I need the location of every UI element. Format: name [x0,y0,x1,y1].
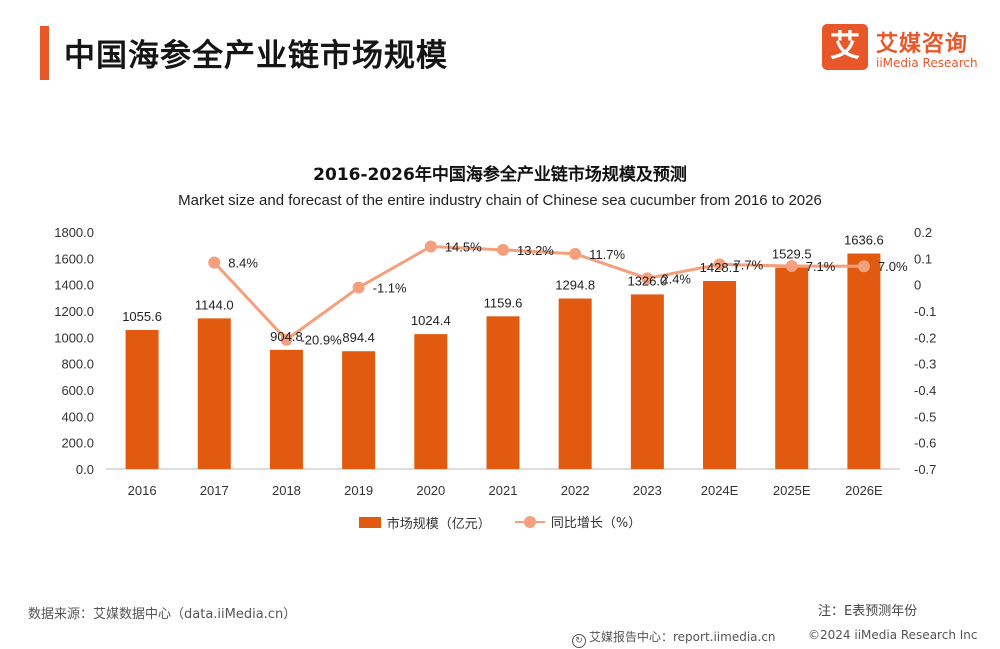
y-right-tick-label: 0.2 [914,225,932,240]
bar-value-label: 1294.8 [555,278,595,293]
bar-value-label: 904.8 [270,329,303,344]
legend-item-growth[interactable]: 同比增长（%） [514,512,642,531]
x-tick-label: 2023 [633,483,662,498]
growth-point[interactable] [857,260,870,273]
x-tick-label: 2024E [701,483,739,498]
y-left-tick-label: 1400.0 [54,278,94,293]
x-tick-label: 2019 [344,483,373,498]
legend-line-swatch [514,515,545,528]
growth-line [213,244,864,342]
growth-value-label: 2.4% [661,271,691,286]
y-left-tick-label: 200.0 [61,436,94,451]
growth-value-label: 13.2% [517,243,554,258]
growth-point[interactable] [352,281,365,294]
bar-market-size[interactable] [125,330,159,469]
bar-value-label: 1024.4 [411,313,451,328]
y-left-tick-label: 1800.0 [54,225,94,240]
bar-value-label: 1428.1 [700,260,740,275]
x-tick-label: 2026E [845,483,883,498]
y-right-tick-label: -0.6 [914,436,936,451]
y-left-tick-label: 400.0 [61,409,94,424]
report-center-text: 艾媒报告中心：report.iimedia.cn [589,630,776,644]
y-left-tick-label: 600.0 [61,383,94,398]
chart-subtitle: Market size and forecast of the entire i… [178,192,822,209]
growth-value-label: 7.0% [878,259,908,274]
bar-value-label: 1055.6 [122,309,162,324]
title-accent-bar [40,26,49,80]
chart-legend: 市场规模（亿元） 同比增长（%） [0,512,1000,532]
forecast-note: 注：E表预测年份 [818,604,918,619]
brand-logo[interactable]: 艾 艾媒咨询 iiMedia Research [822,24,992,76]
y-right-tick-label: 0 [914,278,921,293]
y-left-tick-label: 1200.0 [54,304,94,319]
bar-market-size[interactable] [847,253,881,469]
y-left-tick-label: 1600.0 [54,251,94,266]
bar-market-size[interactable] [197,318,231,469]
x-tick-label: 2020 [416,483,445,498]
growth-point[interactable] [569,247,582,260]
bar-value-label: 1529.5 [772,247,812,262]
bar-value-label: 1159.6 [484,295,523,310]
x-tick-label: 2022 [561,483,590,498]
growth-point[interactable] [713,258,726,271]
bar-market-size[interactable] [342,351,376,469]
y-right-tick-label: -0.3 [914,357,936,372]
growth-point[interactable] [280,333,293,346]
y-right-tick-label: -0.7 [914,462,936,477]
logo-mark-icon: 艾 [822,24,868,70]
bar-value-label: 894.4 [342,330,375,345]
bar-value-label: 1636.6 [844,233,884,248]
growth-value-label: -20.9% [300,333,342,348]
growth-value-label: 14.5% [445,239,482,254]
growth-value-label: 7.7% [734,257,764,272]
growth-value-label: 8.4% [228,256,258,271]
chart-title: 2016-2026年中国海参全产业链市场规模及预测 [313,165,687,185]
x-tick-label: 2016 [128,483,157,498]
y-right-tick-label: -0.5 [914,409,936,424]
growth-point[interactable] [785,259,798,272]
legend-label-growth: 同比增长（%） [550,516,642,531]
x-tick-label: 2021 [489,483,518,498]
bar-value-label: 1144.0 [195,297,234,312]
growth-value-label: -1.1% [373,281,407,296]
growth-point[interactable] [208,256,221,269]
growth-value-label: 7.1% [806,259,836,274]
x-tick-label: 2025E [773,483,811,498]
growth-value-label: 11.7% [589,247,625,262]
logo-name-en: iiMedia Research [876,56,978,70]
legend-label-market-size: 市场规模（亿元） [386,516,491,532]
y-right-tick-label: -0.1 [914,304,936,319]
bar-market-size[interactable] [486,316,520,469]
page-title: 中国海参全产业链市场规模 [64,38,448,74]
y-left-tick-label: 0.0 [76,462,94,477]
logo-name-cn: 艾媒咨询 [876,32,969,57]
y-right-tick-label: 0.1 [914,251,932,266]
y-left-tick-label: 800.0 [61,357,94,372]
growth-point[interactable] [497,243,509,256]
bar-market-size[interactable] [558,298,592,469]
bar-value-label: 1326.0 [627,273,667,288]
bar-market-size[interactable] [630,294,664,469]
x-tick-label: 2017 [200,483,229,498]
report-center-icon: ↻ [572,634,586,648]
report-center: ↻ 艾媒报告中心：report.iimedia.cn [572,628,776,648]
x-tick-label: 2018 [272,483,301,498]
y-left-tick-label: 1000.0 [54,330,94,345]
legend-item-market-size[interactable]: 市场规模（亿元） [358,513,491,532]
data-source: 数据来源：艾媒数据中心（data.iiMedia.cn） [28,607,297,622]
copyright: ©2024 iiMedia Research Inc [808,628,978,642]
y-right-tick-label: -0.4 [914,383,936,398]
legend-bar-swatch [358,516,381,528]
bar-market-size[interactable] [269,349,303,469]
growth-point[interactable] [641,272,654,285]
bar-market-size[interactable] [775,267,809,469]
bar-market-size[interactable] [414,334,448,469]
y-right-tick-label: -0.2 [914,330,936,345]
growth-point[interactable] [424,240,437,253]
bar-market-size[interactable] [703,280,737,469]
